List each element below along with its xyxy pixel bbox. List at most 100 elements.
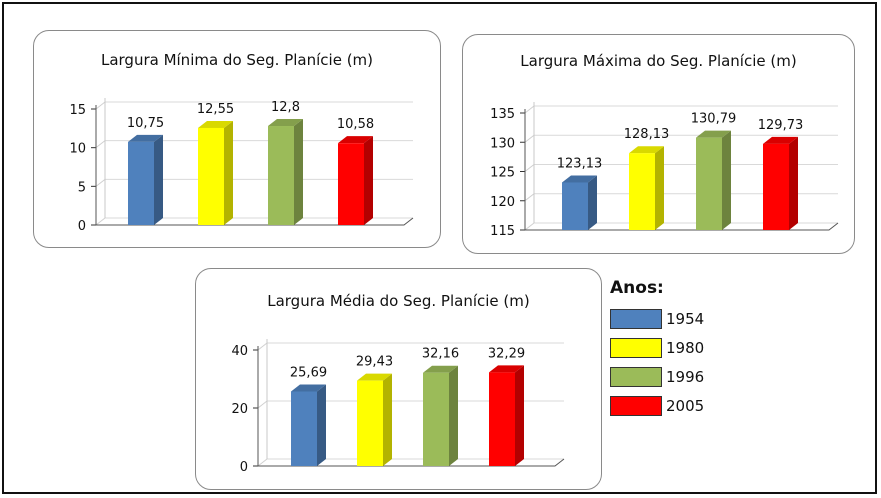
x-axis: [525, 222, 839, 231]
gridline-depth: [524, 164, 535, 172]
bar-side: [317, 384, 326, 466]
bar-front: [562, 182, 588, 230]
gridline-depth: [95, 101, 106, 110]
bar-side: [449, 365, 458, 466]
bar-front: [357, 380, 383, 466]
bar-chart-average-width: 0 20 40 25,69 29,43 32,16 32,29: [231, 339, 565, 475]
bar-2005: [338, 136, 373, 225]
legend-label: 1980: [666, 338, 705, 357]
bar-top: [268, 119, 303, 127]
bar-front: [696, 137, 722, 230]
chart-panel-minimum-width: Largura Mínima do Seg. Planície (m) 0 5 10…: [33, 30, 441, 248]
data-label: 130,79: [691, 112, 737, 127]
data-label: 128,13: [624, 127, 670, 142]
bar-front: [629, 153, 655, 230]
gridline-depth: [257, 400, 268, 409]
chart-title: Largura Média do Seg. Planície (m): [267, 292, 530, 310]
gridline-depth: [524, 222, 535, 231]
bar-side: [588, 175, 597, 230]
bar-1954: [128, 134, 163, 225]
legend-label: 2005: [666, 396, 705, 415]
bar-side: [722, 130, 731, 230]
bar-top: [128, 134, 163, 142]
gridline-depth: [257, 342, 268, 351]
chart-title: Largura Máxima do Seg. Planície (m): [520, 52, 797, 70]
bar-top: [198, 120, 233, 128]
data-label: 32,16: [422, 347, 459, 362]
data-label: 32,29: [488, 346, 525, 361]
y-tick-label: 135: [490, 107, 515, 122]
legend-swatch: [610, 366, 662, 387]
gridline-depth: [95, 140, 106, 149]
legend-item: 2005: [610, 391, 740, 420]
bar-side: [154, 134, 163, 225]
legend-swatch: [610, 395, 662, 416]
gridline-depth: [95, 178, 106, 187]
data-label: 29,43: [356, 355, 393, 370]
bar-side: [515, 365, 524, 466]
data-label: 12,8: [271, 100, 300, 115]
legend-label: 1996: [666, 367, 705, 386]
y-tick-label: 10: [69, 142, 86, 157]
gridline-depth: [95, 217, 106, 226]
bar-front: [128, 141, 154, 225]
legend-swatch: [610, 337, 662, 358]
bar-1996: [423, 365, 458, 466]
bar-front: [268, 126, 294, 225]
bar-chart-maximum-width: 115 120 125 130 135 123,13 128,13 130,79 129,73: [490, 102, 839, 239]
bar-top: [357, 373, 392, 381]
bar-side: [655, 146, 664, 230]
legend-swatch: [610, 308, 662, 329]
bar-side: [383, 373, 392, 466]
bar-top: [562, 175, 597, 183]
gridline-depth: [524, 105, 535, 114]
bar-2005: [763, 136, 798, 230]
bar-1980: [357, 373, 392, 466]
bar-1996: [696, 130, 731, 230]
chart-title: Largura Mínima do Seg. Planície (m): [100, 51, 374, 69]
chart-panel-maximum-width: Largura Máxima do Seg. Planície (m) 115 1…: [462, 34, 855, 254]
bar-1996: [268, 119, 303, 225]
bar-side: [224, 120, 233, 225]
legend-item: 1954: [610, 304, 740, 333]
bar-top: [489, 365, 524, 373]
y-tick-label: 115: [490, 224, 515, 239]
chart-panel-average-width: Largura Média do Seg. Planície (m) 0 20 40…: [195, 268, 602, 490]
bar-1980: [198, 120, 233, 225]
bar-front: [338, 143, 364, 225]
y-tick-label: 40: [231, 344, 248, 359]
y-tick-label: 15: [69, 103, 86, 118]
data-label: 129,73: [758, 118, 804, 133]
data-label: 10,58: [337, 117, 374, 132]
data-label: 12,55: [197, 102, 234, 117]
bar-front: [198, 127, 224, 225]
bar-top: [423, 365, 458, 373]
bar-1954: [291, 384, 326, 466]
legend-label: 1954: [666, 309, 705, 328]
bar-2005: [489, 365, 524, 466]
gridline-depth: [524, 134, 535, 143]
y-tick-label: 0: [78, 219, 86, 234]
bar-top: [338, 136, 373, 144]
bar-front: [291, 391, 317, 466]
bar-side: [364, 136, 373, 225]
bar-front: [763, 143, 789, 230]
y-tick-label: 20: [231, 402, 248, 417]
bar-front: [423, 372, 449, 466]
y-tick-label: 130: [490, 136, 515, 151]
bar-side: [294, 119, 303, 225]
bar-top: [291, 384, 326, 392]
data-label: 123,13: [557, 156, 603, 171]
legend-item: 1996: [610, 362, 740, 391]
legend-title: Anos:: [610, 278, 664, 298]
gridline-depth: [257, 458, 268, 467]
legend-item: 1980: [610, 333, 740, 362]
bar-1954: [562, 175, 597, 230]
bar-side: [789, 136, 798, 230]
y-tick-label: 125: [490, 166, 515, 181]
legend: Anos: 1954 1980 1996 2005: [610, 278, 740, 438]
data-label: 25,69: [290, 365, 327, 380]
gridline-depth: [524, 193, 535, 202]
bar-top: [696, 130, 731, 138]
